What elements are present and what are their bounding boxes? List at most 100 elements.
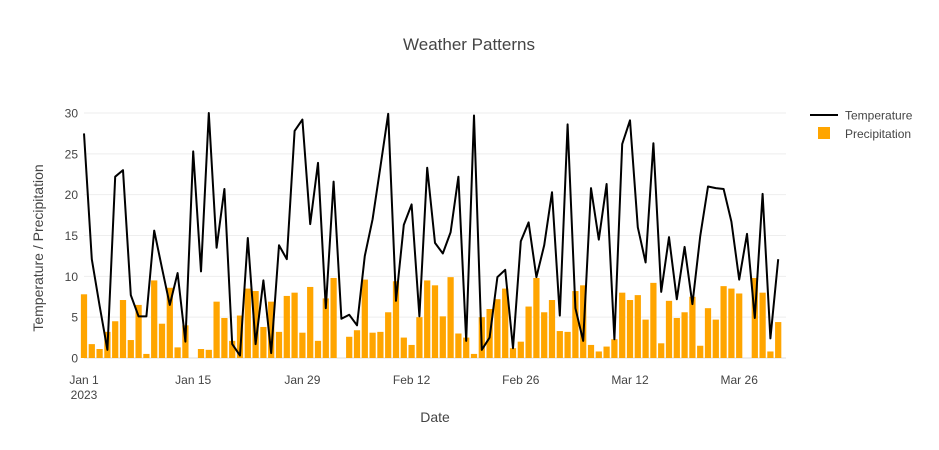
precipitation-bar[interactable]: [151, 280, 158, 358]
precipitation-bars: [80, 277, 782, 359]
precipitation-bar[interactable]: [673, 317, 680, 358]
precipitation-bar[interactable]: [291, 292, 298, 358]
precipitation-bar[interactable]: [416, 317, 423, 358]
precipitation-bar[interactable]: [80, 294, 88, 358]
precipitation-bar[interactable]: [658, 343, 665, 358]
precipitation-bar[interactable]: [408, 344, 415, 358]
precipitation-bar[interactable]: [330, 277, 337, 358]
precipitation-bar[interactable]: [275, 331, 283, 358]
precipitation-bar[interactable]: [229, 340, 236, 358]
precipitation-bar[interactable]: [564, 331, 571, 358]
precipitation-bar[interactable]: [205, 349, 212, 358]
precipitation-bar[interactable]: [127, 340, 134, 358]
precipitation-bar[interactable]: [595, 351, 602, 358]
precipitation-bar[interactable]: [361, 279, 368, 358]
precipitation-bar[interactable]: [603, 346, 610, 358]
precipitation-bar[interactable]: [166, 287, 173, 358]
precipitation-bar[interactable]: [143, 353, 150, 358]
precipitation-bar[interactable]: [119, 300, 127, 358]
precipitation-bar[interactable]: [704, 308, 712, 358]
precipitation-bar[interactable]: [322, 298, 329, 358]
precipitation-bar[interactable]: [525, 306, 532, 358]
chart-title: Weather Patterns: [403, 35, 535, 54]
precipitation-bar[interactable]: [252, 291, 259, 358]
precipitation-bar[interactable]: [541, 312, 548, 358]
precipitation-bar[interactable]: [533, 277, 540, 358]
precipitation-bar[interactable]: [548, 300, 556, 358]
legend-label-precipitation: Precipitation: [845, 127, 911, 141]
precipitation-bar[interactable]: [268, 301, 275, 358]
precipitation-bar[interactable]: [720, 286, 727, 358]
precipitation-bar[interactable]: [572, 291, 579, 358]
precipitation-bar[interactable]: [728, 288, 735, 358]
precipitation-bar[interactable]: [509, 348, 517, 358]
precipitation-bar[interactable]: [463, 337, 470, 358]
legend-label-temperature: Temperature: [845, 109, 913, 123]
precipitation-bar[interactable]: [244, 288, 251, 358]
precipitation-bar[interactable]: [494, 299, 501, 358]
x-axis-label: Date: [420, 409, 450, 425]
precipitation-bar[interactable]: [392, 281, 400, 358]
precipitation-bar[interactable]: [96, 349, 103, 358]
legend: Temperature Precipitation: [810, 109, 913, 141]
y-tick-label: 20: [65, 188, 79, 202]
precipitation-bar[interactable]: [314, 340, 322, 358]
precipitation-bar[interactable]: [556, 331, 563, 358]
precipitation-bar[interactable]: [587, 344, 595, 358]
precipitation-bar[interactable]: [260, 326, 267, 358]
precipitation-bar[interactable]: [712, 319, 719, 358]
precipitation-bar[interactable]: [431, 285, 439, 358]
precipitation-bar[interactable]: [665, 300, 673, 358]
precipitation-bar[interactable]: [353, 330, 361, 358]
precipitation-bar[interactable]: [650, 282, 657, 358]
precipitation-bar[interactable]: [346, 336, 353, 358]
precipitation-bar[interactable]: [611, 339, 618, 358]
precipitation-bar[interactable]: [112, 321, 119, 358]
precipitation-bar[interactable]: [767, 351, 774, 358]
precipitation-bar[interactable]: [377, 331, 384, 358]
precipitation-bar[interactable]: [283, 295, 290, 358]
legend-item-precipitation[interactable]: Precipitation: [818, 127, 911, 141]
precipitation-bar[interactable]: [299, 332, 306, 358]
precipitation-bar[interactable]: [689, 296, 696, 358]
precipitation-bar[interactable]: [502, 288, 509, 358]
y-tick-label: 0: [71, 352, 78, 366]
precipitation-bar[interactable]: [174, 347, 181, 358]
precipitation-bar[interactable]: [385, 312, 392, 358]
precipitation-bar[interactable]: [307, 286, 314, 358]
precipitation-bar[interactable]: [236, 315, 244, 358]
precipitation-bar[interactable]: [642, 319, 649, 358]
precipitation-bar[interactable]: [626, 300, 634, 358]
precipitation-bar[interactable]: [369, 332, 376, 358]
temperature-line-layer: [83, 112, 780, 357]
temperature-line[interactable]: [83, 112, 780, 357]
precipitation-bar[interactable]: [400, 337, 407, 358]
precipitation-bar[interactable]: [439, 316, 446, 358]
precipitation-bar[interactable]: [517, 341, 524, 358]
precipitation-bar[interactable]: [424, 280, 431, 358]
precipitation-bar[interactable]: [759, 292, 766, 358]
precipitation-bar[interactable]: [197, 349, 205, 358]
precipitation-bar[interactable]: [213, 301, 220, 358]
legend-item-temperature[interactable]: Temperature: [810, 109, 913, 123]
precipitation-bar[interactable]: [775, 322, 782, 358]
precipitation-bar[interactable]: [135, 304, 142, 358]
precipitation-bar[interactable]: [697, 345, 704, 358]
precipitation-bar[interactable]: [619, 292, 626, 358]
precipitation-bar[interactable]: [455, 333, 462, 359]
precipitation-bar[interactable]: [88, 344, 95, 358]
precipitation-bar[interactable]: [634, 295, 641, 358]
precipitation-bar[interactable]: [221, 317, 228, 358]
precipitation-bar[interactable]: [447, 277, 454, 358]
precipitation-bar[interactable]: [681, 312, 688, 358]
y-tick-label: 15: [65, 229, 79, 243]
precipitation-bar[interactable]: [736, 293, 743, 358]
y-tick-label: 5: [71, 311, 78, 325]
gridlines: [84, 112, 786, 359]
precipitation-bar[interactable]: [470, 353, 478, 358]
x-tick-label: Jan 1: [69, 373, 99, 387]
precipitation-bar[interactable]: [158, 323, 166, 358]
x-tick-label: Feb 12: [393, 373, 431, 387]
